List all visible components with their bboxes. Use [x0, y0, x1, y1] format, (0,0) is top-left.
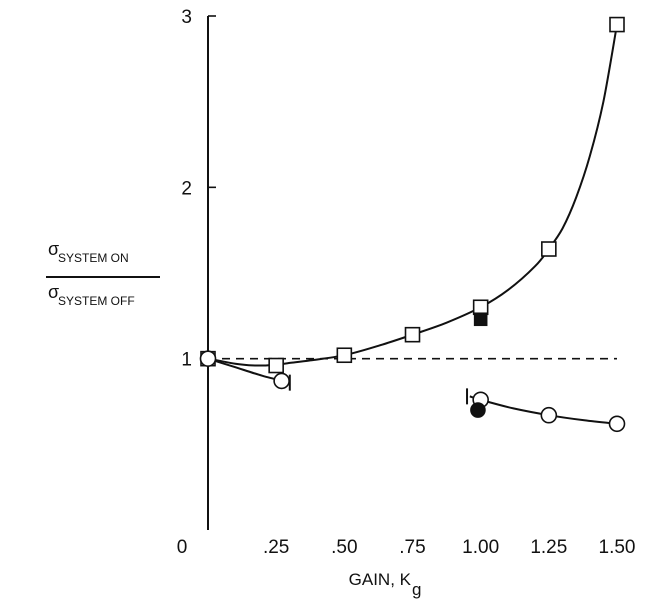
open-square-point	[404, 326, 421, 343]
y-title-numerator-symbol: σ	[48, 239, 59, 259]
open-circle-point	[608, 415, 626, 433]
open-circle-point	[199, 350, 217, 367]
open-circle-point	[273, 372, 290, 390]
y-tick-label: 3	[181, 7, 192, 28]
x-tick-label: .25	[263, 537, 289, 558]
x-tick-label: 1.25	[530, 537, 567, 558]
y-title-denominator-subscript: SYSTEM OFF	[58, 294, 135, 308]
series-points	[199, 16, 626, 433]
axis-ticks: 1 2 3 0 .25 .50 .75 1.00 1.25 1.50	[177, 7, 636, 558]
x-axis-title: GAIN, K g	[349, 570, 422, 599]
open-square-point	[541, 241, 557, 257]
y-title-numerator-subscript: SYSTEM ON	[58, 251, 129, 265]
y-title-denominator-symbol: σ	[48, 282, 59, 302]
x-tick-label: .75	[399, 537, 425, 558]
open-square-point	[472, 299, 489, 316]
x-axis-title-subscript: g	[412, 580, 421, 599]
x-tick-label: 1.50	[599, 537, 636, 558]
y-tick-label: 1	[181, 350, 192, 371]
x-tick-label: .50	[331, 537, 357, 558]
series-curve	[207, 24, 618, 367]
filled-square-point	[473, 312, 488, 327]
x-axis-title-text: GAIN, K	[349, 570, 412, 589]
open-square-point	[336, 347, 353, 364]
open-circle-point	[540, 406, 558, 424]
open-square-point	[609, 16, 625, 33]
y-axis-title: σ SYSTEM ON σ SYSTEM OFF	[46, 239, 160, 308]
x-tick-label: 1.00	[462, 537, 499, 558]
filled-circle-point	[470, 402, 486, 418]
y-tick-label: 2	[181, 178, 192, 199]
open-square-point	[268, 357, 284, 374]
x-tick-label: 0	[177, 537, 188, 558]
